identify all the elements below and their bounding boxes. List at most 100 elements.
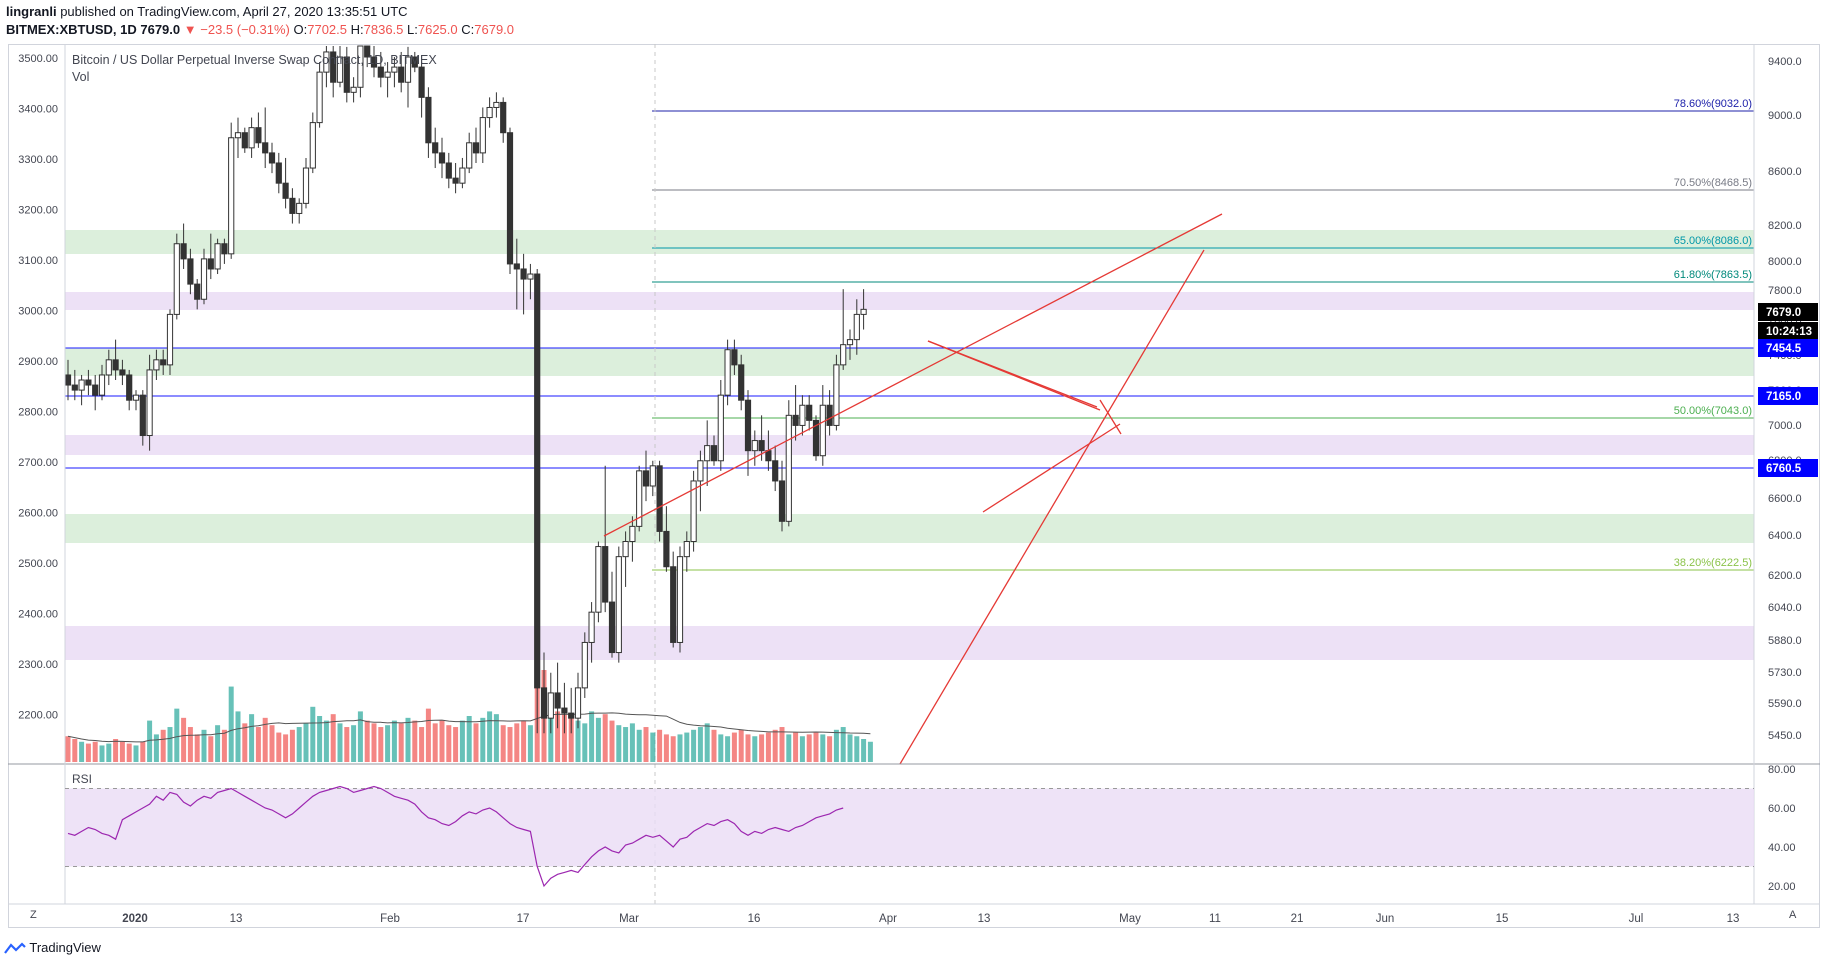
- volume-bar-34: [296, 727, 302, 762]
- volume-bar-79: [602, 714, 608, 762]
- volume-bar-48: [391, 720, 397, 762]
- zone-3: [65, 435, 1754, 455]
- candle-body-35: [302, 167, 310, 204]
- candle-body-87: [656, 465, 663, 532]
- candle-body-19: [194, 283, 201, 300]
- volume-bar-3: [85, 743, 91, 762]
- right-axis-tick-12: 6400.0: [1768, 530, 1802, 542]
- candle-body-104: [772, 460, 779, 482]
- volume-bar-22: [215, 725, 221, 762]
- volume-bar-94: [704, 723, 710, 762]
- right-axis-tick-2: 8600.0: [1768, 166, 1802, 178]
- volume-bar-4: [92, 741, 98, 762]
- candle-body-9: [126, 374, 133, 401]
- candle-body-48: [391, 66, 398, 73]
- candle-body-53: [425, 96, 432, 144]
- fib-label-1: 70.50%(8468.5): [1674, 177, 1752, 189]
- zoom-button[interactable]: Z: [30, 909, 37, 921]
- price-tag-bg-4: [1758, 459, 1818, 477]
- candle-body-89: [670, 566, 677, 643]
- candle-body-106: [785, 414, 792, 522]
- left-axis-tick-13: 2200.00: [18, 710, 58, 722]
- volume-bar-40: [337, 723, 343, 762]
- volume-bar-111: [820, 734, 826, 762]
- price-tag-1: 10:24:13: [1766, 326, 1812, 338]
- candle-body-74: [568, 712, 575, 719]
- author[interactable]: lingranli: [6, 4, 57, 19]
- volume-bar-18: [187, 727, 193, 762]
- candle-body-21: [207, 258, 214, 270]
- volume-bar-58: [459, 720, 465, 762]
- candle-body-100: [744, 399, 752, 452]
- volume-bar-42: [351, 725, 357, 762]
- chart-frame: [8, 44, 1820, 928]
- volume-bar-47: [385, 725, 391, 762]
- volume-bar-16: [174, 708, 180, 762]
- candle-body-96: [717, 394, 724, 462]
- volume-bar-50: [405, 717, 411, 762]
- symbol[interactable]: BITMEX:XBTUSD, 1D: [6, 22, 137, 37]
- candle-body-62: [486, 106, 493, 119]
- auto-scale-button[interactable]: A: [1789, 909, 1797, 921]
- volume-bar-51: [412, 720, 418, 762]
- x-axis-tick-0: 2020: [122, 913, 148, 925]
- rsi-axis-tick-3: 20.00: [1768, 881, 1796, 893]
- x-axis-tick-11: Jun: [1376, 913, 1395, 925]
- right-axis-tick-16: 5730.0: [1768, 667, 1802, 679]
- volume-bar-10: [133, 745, 139, 762]
- candle-body-45: [370, 56, 378, 68]
- volume-bar-102: [759, 734, 765, 762]
- candle-body-44: [364, 45, 371, 58]
- footer-brand[interactable]: TradingView: [29, 940, 101, 955]
- x-axis-tick-2: Feb: [380, 913, 400, 925]
- candle-body-13: [153, 359, 160, 371]
- candle-body-50: [404, 56, 412, 83]
- candle-body-98: [731, 349, 738, 366]
- volume-bar-27: [249, 714, 255, 762]
- volume-bar-46: [378, 727, 384, 762]
- candle-body-39: [330, 51, 337, 83]
- right-axis-tick-13: 6200.0: [1768, 570, 1802, 582]
- volume-bar-85: [643, 727, 649, 762]
- candle-body-42: [350, 86, 357, 93]
- right-axis-tick-15: 5880.0: [1768, 635, 1802, 647]
- candle-body-111: [819, 404, 826, 457]
- candle-body-23: [221, 243, 228, 255]
- volume-bar-37: [317, 716, 323, 762]
- fib-label-4: 50.00%(7043.0): [1674, 405, 1752, 417]
- down-arrow-icon: ▼: [183, 22, 197, 37]
- fib-label-3: 61.80%(7863.5): [1674, 269, 1752, 281]
- volume-bar-68: [527, 725, 533, 762]
- candle-body-117: [860, 308, 867, 315]
- volume-bar-12: [147, 720, 153, 762]
- candle-body-105: [778, 480, 786, 522]
- zone-1: [65, 292, 1754, 310]
- candle-body-47: [384, 71, 391, 78]
- right-axis-tick-1: 9000.0: [1768, 110, 1802, 122]
- rsi-line: [67, 785, 844, 888]
- candle-body-95: [710, 445, 718, 462]
- candle-body-34: [296, 202, 303, 214]
- candle-body-57: [452, 177, 459, 184]
- candle-body-55: [438, 152, 446, 164]
- volume-bar-29: [262, 717, 268, 762]
- volume-bar-112: [827, 736, 833, 762]
- candle-body-15: [166, 313, 174, 366]
- candle-body-22: [214, 243, 221, 270]
- volume-bar-73: [561, 714, 567, 762]
- right-axis-tick-11: 6600.0: [1768, 493, 1802, 505]
- volume-bar-82: [623, 727, 629, 762]
- volume-bar-1: [72, 739, 78, 762]
- falling-wedge-line: [927, 340, 1101, 411]
- candle-body-46: [377, 66, 384, 78]
- candle-body-58: [459, 167, 466, 184]
- left-axis-tick-7: 2800.00: [18, 407, 58, 419]
- volume-bar-0: [65, 736, 71, 762]
- volume-bar-106: [786, 734, 792, 762]
- candle-body-6: [105, 359, 112, 376]
- price-tag-3: 7165.0: [1766, 391, 1801, 403]
- left-axis-tick-3: 3200.00: [18, 205, 58, 217]
- left-axis-tick-2: 3300.00: [18, 154, 58, 166]
- candle-body-63: [493, 101, 500, 108]
